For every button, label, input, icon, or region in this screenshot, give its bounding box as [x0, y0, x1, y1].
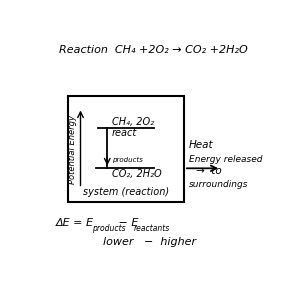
- Text: →  to: → to: [196, 166, 221, 176]
- Text: Potential Energy: Potential Energy: [68, 115, 77, 184]
- Text: Reaction  CH₄ +2O₂ → CO₂ +2H₂O: Reaction CH₄ +2O₂ → CO₂ +2H₂O: [59, 45, 248, 55]
- Text: CO₂, 2H₂O: CO₂, 2H₂O: [112, 169, 161, 179]
- Text: react: react: [112, 128, 137, 138]
- Text: products: products: [112, 156, 143, 163]
- Text: products: products: [92, 224, 126, 233]
- Text: ΔE = E: ΔE = E: [56, 218, 94, 228]
- Text: CH₄, 2O₂: CH₄, 2O₂: [112, 117, 154, 127]
- Text: Energy released: Energy released: [189, 154, 262, 164]
- Text: system (reaction): system (reaction): [83, 187, 169, 196]
- Bar: [68, 96, 184, 202]
- Text: Heat: Heat: [189, 140, 213, 150]
- Text: lower   −  higher: lower − higher: [103, 237, 196, 247]
- Text: reactants: reactants: [134, 224, 170, 233]
- Text: − E: − E: [116, 218, 139, 228]
- Text: surroundings: surroundings: [189, 180, 248, 189]
